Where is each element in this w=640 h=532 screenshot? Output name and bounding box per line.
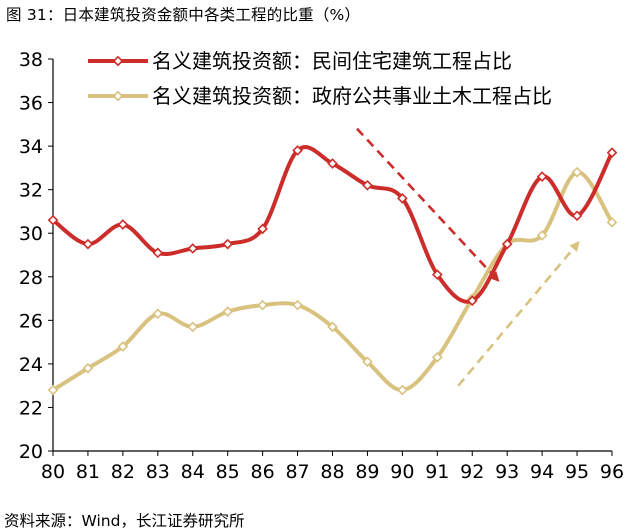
data-point: [327, 158, 338, 169]
y-tick-label: 36: [19, 93, 43, 115]
data-point: [257, 299, 268, 311]
y-tick-label: 34: [19, 136, 43, 158]
y-tick-label: 20: [19, 441, 43, 463]
figure-source: 资料来源：Wind，长江证券研究所: [4, 512, 245, 530]
x-tick-label: 89: [355, 461, 379, 483]
data-point: [606, 217, 618, 228]
legend-label: 名义建筑投资额：民间住宅建筑工程占比: [152, 49, 512, 73]
trend-arrow-down: [356, 127, 500, 282]
chart-series: [47, 145, 618, 396]
data-point: [257, 223, 268, 235]
data-point: [327, 321, 338, 333]
y-tick-label: 24: [19, 354, 43, 376]
data-point: [117, 341, 129, 352]
data-point: [152, 247, 164, 259]
data-point: [222, 238, 234, 250]
data-point: [47, 384, 59, 396]
chart-axes: [48, 58, 613, 456]
data-point: [466, 295, 478, 307]
data-point: [397, 384, 408, 396]
tick-labels: 20 22 24 26 28 30 32 34 36 38 80 81 82 83 84 85 86 87 88 89…: [19, 49, 624, 483]
data-point: [187, 321, 199, 333]
y-tick-label: 26: [19, 310, 43, 332]
data-point: [152, 308, 164, 320]
x-tick-label: 93: [495, 461, 519, 483]
y-tick-label: 22: [19, 397, 43, 419]
series-2: [47, 166, 618, 396]
x-tick-label: 87: [285, 461, 309, 483]
x-tick-label: 83: [146, 461, 170, 483]
data-point: [292, 299, 303, 311]
x-tick-label: 94: [530, 461, 554, 483]
x-tick-label: 90: [390, 461, 414, 483]
data-point: [571, 210, 583, 222]
x-tick-label: 86: [251, 461, 275, 483]
data-point: [536, 171, 548, 182]
data-point: [82, 238, 94, 250]
data-point: [82, 362, 94, 374]
figure-title: 图 31：日本建筑投资金额中各类工程的比重（%）: [6, 6, 361, 24]
trend-arrows: [356, 127, 580, 387]
x-tick-label: 82: [111, 461, 135, 483]
y-tick-label: 30: [19, 223, 43, 245]
x-tick-label: 85: [216, 461, 240, 483]
trend-arrow-up: [457, 241, 580, 387]
data-point: [222, 306, 234, 317]
x-tick-label: 80: [41, 461, 65, 483]
x-tick-label: 95: [565, 461, 589, 483]
series-line-1: [51, 145, 614, 304]
data-point: [397, 193, 408, 204]
x-tick-label: 84: [181, 461, 205, 483]
x-tick-label: 96: [600, 461, 624, 483]
x-tick-label: 81: [76, 461, 100, 483]
data-point: [501, 238, 513, 250]
series-line-2: [51, 170, 614, 393]
data-point: [47, 214, 59, 226]
series-1: [47, 145, 618, 307]
y-tick-label: 32: [19, 180, 43, 202]
data-point: [431, 269, 443, 280]
data-point: [117, 219, 129, 230]
data-point: [536, 230, 548, 241]
legend-swatch-marker: [112, 90, 124, 102]
legend-swatch-marker: [112, 55, 124, 67]
y-tick-label: 38: [19, 49, 43, 71]
legend-entry-1: 名义建筑投资额：民间住宅建筑工程占比: [88, 49, 512, 73]
x-tick-label: 88: [320, 461, 344, 483]
data-point: [187, 243, 199, 254]
x-tick-label: 92: [460, 461, 484, 483]
legend-entry-2: 名义建筑投资额：政府公共事业土木工程占比: [88, 84, 552, 108]
data-point: [362, 356, 373, 368]
data-point: [431, 352, 443, 363]
data-point: [606, 147, 618, 158]
data-point: [292, 145, 303, 156]
data-point: [362, 179, 373, 191]
x-tick-label: 91: [425, 461, 449, 483]
legend-label: 名义建筑投资额：政府公共事业土木工程占比: [152, 84, 552, 108]
y-tick-label: 28: [19, 267, 43, 289]
data-point: [571, 166, 583, 178]
